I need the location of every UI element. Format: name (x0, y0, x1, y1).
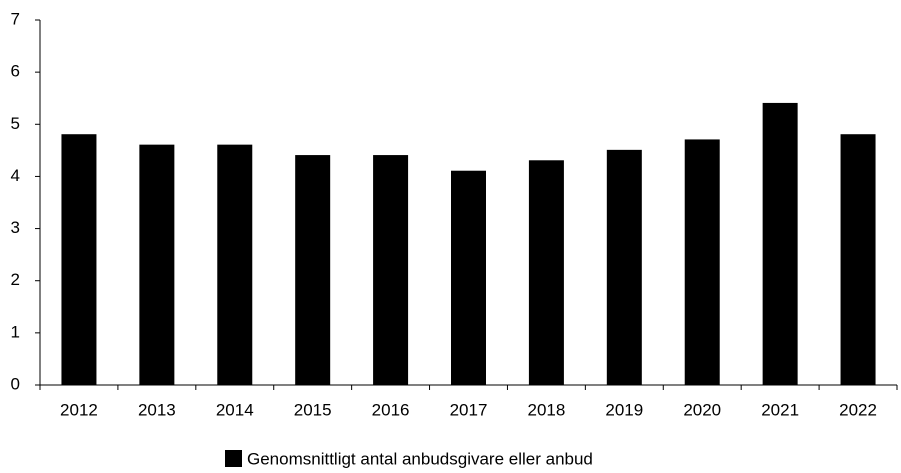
x-tick-label: 2012 (60, 400, 98, 419)
y-tick-label: 0 (11, 374, 20, 393)
x-tick-label: 2013 (138, 400, 176, 419)
x-tick-label: 2021 (761, 400, 799, 419)
x-tick-label: 2019 (605, 400, 643, 419)
x-tick-label: 2017 (450, 400, 488, 419)
bar (217, 144, 253, 386)
legend-swatch (225, 450, 242, 467)
bar (840, 134, 876, 386)
y-tick-label: 6 (11, 62, 20, 81)
bar (684, 139, 720, 386)
y-tick-label: 4 (11, 166, 20, 185)
bar (451, 170, 486, 386)
bar (295, 155, 331, 386)
x-tick-label: 2022 (839, 400, 877, 419)
bar (61, 134, 97, 386)
bar (762, 102, 798, 386)
x-tick-label: 2014 (216, 400, 254, 419)
bar (606, 149, 642, 386)
y-tick-label: 7 (11, 9, 20, 28)
y-tick-label: 2 (11, 270, 20, 289)
y-tick-label: 3 (11, 218, 20, 237)
bar (373, 155, 409, 386)
y-tick-label: 1 (11, 322, 20, 341)
bar (528, 160, 564, 386)
x-tick-label: 2018 (527, 400, 565, 419)
x-tick-label: 2016 (372, 400, 410, 419)
legend-label: Genomsnittligt antal anbudsgivare eller … (247, 449, 593, 468)
y-tick-label: 5 (11, 114, 20, 133)
x-tick-label: 2015 (294, 400, 332, 419)
x-tick-label: 2020 (683, 400, 721, 419)
bar (139, 144, 175, 386)
